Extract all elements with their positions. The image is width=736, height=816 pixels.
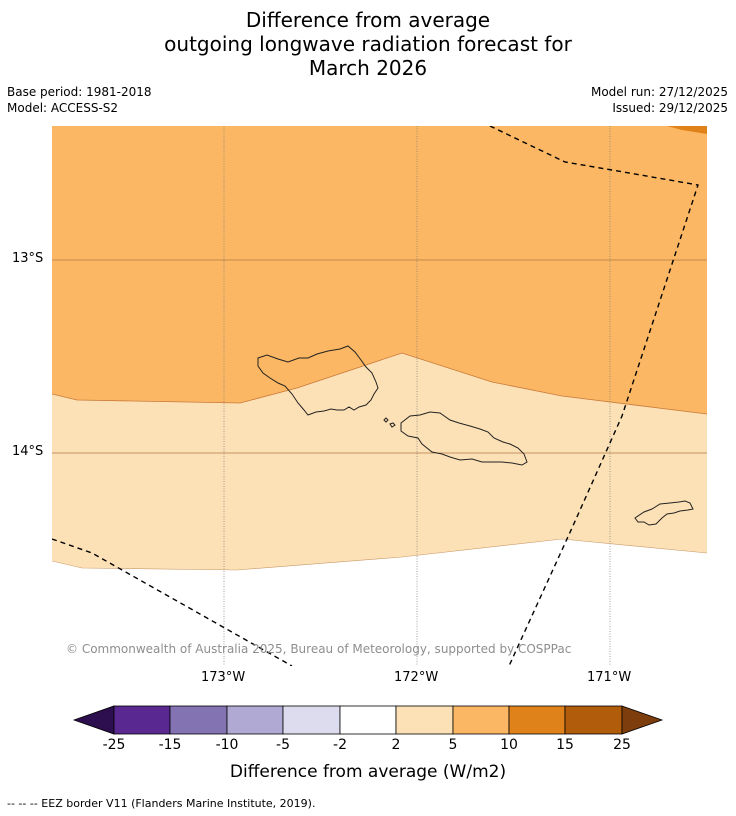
colorbar-tick-label: -2 (333, 737, 347, 753)
colorbar-bin (395, 705, 454, 735)
colorbar-tick-label: -15 (158, 737, 182, 753)
meta-right: Model run: 27/12/2025 Issued: 29/12/2025 (591, 84, 728, 116)
copyright-text: © Commonwealth of Australia 2025, Bureau… (66, 642, 571, 656)
lon-label-171w: 171°W (587, 670, 632, 685)
chart-title-line-1: Difference from average (245, 8, 491, 32)
colorbar-bin (452, 705, 510, 735)
lon-label-172w: 172°W (394, 670, 439, 685)
colorbar-bin (169, 705, 228, 735)
colorbar-bin (508, 705, 566, 735)
island-apolima (389, 422, 396, 428)
colorbar-tick-label: 2 (391, 737, 401, 753)
eez-border-north-east (489, 126, 699, 666)
base-period: Base period: 1981-2018 (7, 85, 152, 99)
colorbar-tick-label: 25 (613, 737, 631, 753)
eez-footnote: -- -- -- EEZ border V11 (Flanders Marine… (7, 797, 316, 810)
colorbar-extend-high (621, 705, 664, 735)
colorbar-bin (226, 705, 284, 735)
model-run: Model run: 27/12/2025 (590, 85, 728, 99)
colorbar (72, 705, 664, 735)
graticule (52, 126, 707, 666)
colorbar-bin (339, 705, 397, 735)
boundary-upper (52, 352, 707, 415)
colorbar-tick-label: 10 (500, 737, 518, 753)
region-corner-patch (667, 126, 707, 134)
issued-date: Issued: 29/12/2025 (612, 101, 728, 115)
colorbar-tick-label: -10 (215, 737, 239, 753)
island-savaii (257, 345, 379, 416)
colorbar-bin (282, 705, 341, 735)
colorbar-bin (564, 705, 623, 735)
lat-label-14s: 14°S (12, 444, 44, 459)
chart-title-line-2: outgoing longwave radiation forecast for (164, 32, 572, 56)
island-upolu (400, 411, 528, 466)
colorbar-tick-label: -25 (102, 737, 126, 753)
chart-title-line-3: March 2026 (308, 56, 428, 80)
map-panel: © Commonwealth of Australia 2025, Bureau… (52, 126, 707, 666)
colorbar-label: Difference from average (W/m2) (229, 762, 507, 782)
meta-left: Base period: 1981-2018 Model: ACCESS-S2 (7, 84, 152, 116)
region-upper-band (52, 126, 707, 414)
colorbar-tick-label: -5 (276, 737, 290, 753)
lon-label-173w: 173°W (201, 670, 246, 685)
lat-label-13s: 13°S (12, 251, 44, 266)
colorbar-extend-low (72, 705, 115, 735)
colorbar-tick-label: 5 (448, 737, 458, 753)
model-name: Model: ACCESS-S2 (7, 101, 119, 115)
colorbar-tick-label: 15 (556, 737, 574, 753)
island-manono (383, 417, 389, 423)
island-tutuila (634, 500, 694, 526)
boundary-lower (52, 538, 707, 571)
colorbar-bin (113, 705, 171, 735)
